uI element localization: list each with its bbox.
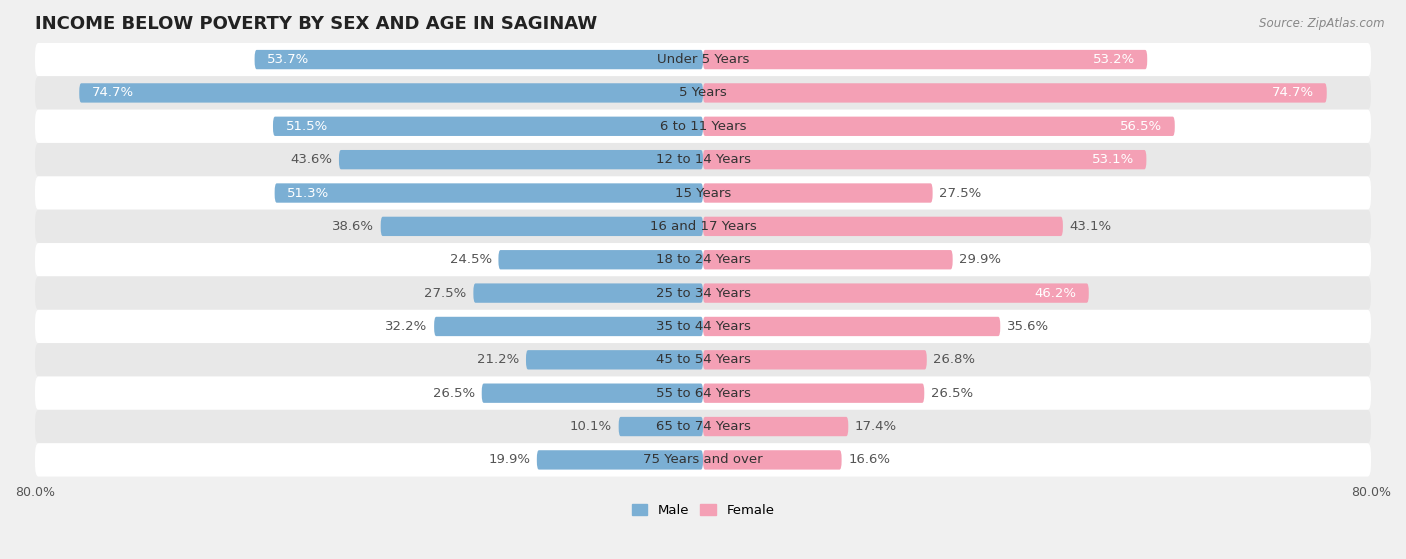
FancyBboxPatch shape [434, 317, 703, 336]
Text: 18 to 24 Years: 18 to 24 Years [655, 253, 751, 266]
FancyBboxPatch shape [35, 443, 1371, 477]
FancyBboxPatch shape [254, 50, 703, 69]
Text: 17.4%: 17.4% [855, 420, 897, 433]
FancyBboxPatch shape [703, 450, 842, 470]
Text: 5 Years: 5 Years [679, 87, 727, 100]
FancyBboxPatch shape [35, 243, 1371, 276]
Text: 15 Years: 15 Years [675, 187, 731, 200]
FancyBboxPatch shape [35, 276, 1371, 310]
Text: 26.5%: 26.5% [931, 387, 973, 400]
Legend: Male, Female: Male, Female [626, 499, 780, 522]
Text: 35 to 44 Years: 35 to 44 Years [655, 320, 751, 333]
FancyBboxPatch shape [703, 317, 1000, 336]
Text: 19.9%: 19.9% [488, 453, 530, 466]
FancyBboxPatch shape [703, 217, 1063, 236]
FancyBboxPatch shape [703, 50, 1147, 69]
Text: 75 Years and over: 75 Years and over [643, 453, 763, 466]
Text: 29.9%: 29.9% [959, 253, 1001, 266]
Text: 74.7%: 74.7% [91, 87, 134, 100]
Text: Source: ZipAtlas.com: Source: ZipAtlas.com [1260, 17, 1385, 30]
FancyBboxPatch shape [35, 343, 1371, 377]
Text: 53.1%: 53.1% [1091, 153, 1133, 166]
FancyBboxPatch shape [526, 350, 703, 369]
FancyBboxPatch shape [35, 410, 1371, 443]
FancyBboxPatch shape [703, 250, 953, 269]
Text: 53.2%: 53.2% [1092, 53, 1135, 66]
FancyBboxPatch shape [703, 117, 1175, 136]
FancyBboxPatch shape [35, 110, 1371, 143]
FancyBboxPatch shape [619, 417, 703, 436]
Text: 27.5%: 27.5% [425, 287, 467, 300]
Text: 26.8%: 26.8% [934, 353, 976, 366]
Text: 35.6%: 35.6% [1007, 320, 1049, 333]
FancyBboxPatch shape [339, 150, 703, 169]
Text: 65 to 74 Years: 65 to 74 Years [655, 420, 751, 433]
Text: 51.3%: 51.3% [287, 187, 329, 200]
FancyBboxPatch shape [703, 83, 1327, 103]
FancyBboxPatch shape [79, 83, 703, 103]
Text: 16.6%: 16.6% [848, 453, 890, 466]
FancyBboxPatch shape [703, 283, 1088, 303]
FancyBboxPatch shape [703, 150, 1146, 169]
Text: 25 to 34 Years: 25 to 34 Years [655, 287, 751, 300]
Text: 45 to 54 Years: 45 to 54 Years [655, 353, 751, 366]
FancyBboxPatch shape [474, 283, 703, 303]
Text: 10.1%: 10.1% [569, 420, 612, 433]
Text: 38.6%: 38.6% [332, 220, 374, 233]
FancyBboxPatch shape [35, 76, 1371, 110]
Text: 27.5%: 27.5% [939, 187, 981, 200]
Text: 53.7%: 53.7% [267, 53, 309, 66]
FancyBboxPatch shape [482, 383, 703, 403]
Text: 26.5%: 26.5% [433, 387, 475, 400]
Text: 24.5%: 24.5% [450, 253, 492, 266]
FancyBboxPatch shape [703, 417, 848, 436]
Text: 16 and 17 Years: 16 and 17 Years [650, 220, 756, 233]
FancyBboxPatch shape [273, 117, 703, 136]
Text: 55 to 64 Years: 55 to 64 Years [655, 387, 751, 400]
FancyBboxPatch shape [498, 250, 703, 269]
Text: 43.6%: 43.6% [290, 153, 332, 166]
FancyBboxPatch shape [703, 350, 927, 369]
FancyBboxPatch shape [274, 183, 703, 203]
FancyBboxPatch shape [35, 143, 1371, 176]
FancyBboxPatch shape [35, 377, 1371, 410]
Text: 51.5%: 51.5% [285, 120, 328, 133]
Text: 74.7%: 74.7% [1272, 87, 1315, 100]
FancyBboxPatch shape [35, 310, 1371, 343]
Text: 32.2%: 32.2% [385, 320, 427, 333]
FancyBboxPatch shape [381, 217, 703, 236]
Text: 6 to 11 Years: 6 to 11 Years [659, 120, 747, 133]
Text: 56.5%: 56.5% [1121, 120, 1163, 133]
FancyBboxPatch shape [703, 183, 932, 203]
Text: 43.1%: 43.1% [1070, 220, 1112, 233]
FancyBboxPatch shape [703, 383, 924, 403]
Text: INCOME BELOW POVERTY BY SEX AND AGE IN SAGINAW: INCOME BELOW POVERTY BY SEX AND AGE IN S… [35, 15, 598, 33]
FancyBboxPatch shape [35, 210, 1371, 243]
FancyBboxPatch shape [35, 176, 1371, 210]
Text: 12 to 14 Years: 12 to 14 Years [655, 153, 751, 166]
FancyBboxPatch shape [35, 43, 1371, 76]
FancyBboxPatch shape [537, 450, 703, 470]
Text: 21.2%: 21.2% [477, 353, 519, 366]
Text: 46.2%: 46.2% [1035, 287, 1076, 300]
Text: Under 5 Years: Under 5 Years [657, 53, 749, 66]
